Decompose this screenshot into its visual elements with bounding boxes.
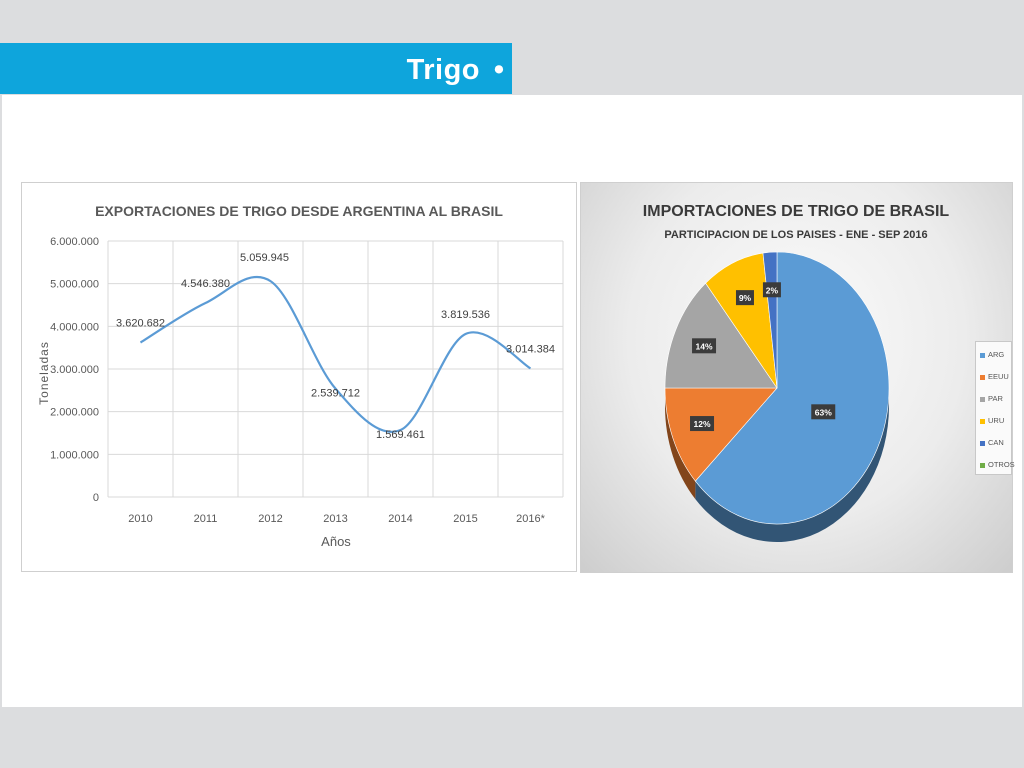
line-chart-ylabel: Toneladas bbox=[37, 341, 51, 405]
x-tick-label: 2011 bbox=[194, 513, 218, 525]
line-data-label: 3.819.536 bbox=[441, 309, 490, 321]
exports-series-line bbox=[139, 275, 532, 433]
line-chart-title: EXPORTACIONES DE TRIGO DESDE ARGENTINA A… bbox=[95, 203, 503, 219]
pie-data-label: 63% bbox=[815, 407, 832, 417]
pie-slice-arg bbox=[694, 251, 890, 525]
x-tick-label: 2010 bbox=[128, 513, 152, 525]
legend-swatch bbox=[980, 374, 985, 380]
pie-chart-data-labels: 63% 12% 14% 9% 2% bbox=[690, 282, 836, 432]
pie-data-label: 2% bbox=[766, 285, 779, 295]
x-tick-label: 2013 bbox=[323, 513, 347, 525]
title-bullet: • bbox=[493, 54, 504, 86]
pie-chart-legend: ARG EEUU PAR URU CAN OTROS bbox=[975, 341, 1015, 475]
y-tick-label: 3.000.000 bbox=[50, 364, 99, 376]
x-tick-label: 2015 bbox=[453, 513, 477, 525]
pie-data-label: 14% bbox=[696, 341, 713, 351]
legend-swatch bbox=[980, 440, 985, 446]
line-data-label: 2.539.712 bbox=[311, 388, 360, 400]
line-chart-y-ticks: 0 1.000.000 2.000.000 3.000.000 4.000.000 5.0… bbox=[50, 236, 99, 504]
line-chart-data-labels: 3.620.682 4.546.380 5.059.945 2.539.712 1.56… bbox=[116, 252, 555, 441]
exports-line-chart-panel: EXPORTACIONES DE TRIGO DESDE ARGENTINA A… bbox=[21, 182, 577, 572]
pie-slice-side-arg bbox=[695, 388, 889, 543]
y-tick-label: 2.000.000 bbox=[50, 407, 99, 419]
pie-data-label-box bbox=[762, 282, 781, 298]
pie-chart-depth bbox=[665, 388, 889, 543]
x-tick-label: 2014 bbox=[388, 513, 412, 525]
legend-item-par: PAR bbox=[980, 394, 1003, 404]
legend-swatch bbox=[980, 352, 985, 358]
line-data-label: 3.014.384 bbox=[506, 343, 555, 355]
y-tick-label: 0 bbox=[93, 492, 99, 504]
slide-title: Trigo bbox=[406, 54, 480, 86]
legend-item-arg: ARG bbox=[980, 350, 1004, 360]
pie-data-label-box bbox=[692, 338, 717, 354]
line-chart-x-ticks: 2010 2011 2012 2013 2014 2015 2016* bbox=[128, 513, 545, 525]
pie-slice-par bbox=[664, 282, 778, 389]
y-tick-label: 1.000.000 bbox=[50, 449, 99, 461]
line-data-label: 5.059.945 bbox=[240, 252, 289, 264]
line-chart-xlabel: Años bbox=[321, 534, 351, 549]
imports-pie-chart: IMPORTACIONES DE TRIGO DE BRASIL PARTICI… bbox=[643, 203, 950, 543]
legend-label: CAN bbox=[988, 438, 1004, 447]
legend-item-eeuu: EEUU bbox=[980, 372, 1009, 382]
legend-item-uru: URU bbox=[980, 416, 1004, 426]
legend-label: PAR bbox=[988, 394, 1003, 403]
legend-label: URU bbox=[988, 416, 1005, 425]
y-tick-label: 4.000.000 bbox=[50, 321, 99, 333]
line-data-label: 1.569.461 bbox=[376, 429, 425, 441]
legend-item-can: CAN bbox=[980, 438, 1004, 448]
line-chart-grid bbox=[107, 240, 564, 498]
pie-data-label-box bbox=[690, 416, 715, 432]
legend-swatch bbox=[980, 462, 985, 468]
pie-data-label-box bbox=[811, 404, 836, 420]
pie-chart-title: IMPORTACIONES DE TRIGO DE BRASIL bbox=[643, 203, 950, 220]
legend-label: EEUU bbox=[988, 372, 1009, 381]
pie-slice-eeuu bbox=[664, 387, 778, 482]
line-data-label: 3.620.682 bbox=[116, 318, 165, 330]
legend-label: OTROS bbox=[988, 460, 1015, 469]
exports-line-chart: EXPORTACIONES DE TRIGO DESDE ARGENTINA A… bbox=[37, 203, 564, 549]
legend-label: ARG bbox=[988, 350, 1005, 359]
y-tick-label: 5.000.000 bbox=[50, 279, 99, 291]
legend-item-otros: OTROS bbox=[980, 460, 1015, 470]
pie-chart-subtitle: PARTICIPACION DE LOS PAISES - ENE - SEP … bbox=[664, 229, 927, 241]
line-data-label: 4.546.380 bbox=[181, 278, 230, 290]
title-bar: Trigo • bbox=[0, 43, 512, 94]
legend-swatch bbox=[980, 418, 985, 424]
legend-swatch bbox=[980, 396, 985, 402]
pie-data-label: 9% bbox=[739, 293, 752, 303]
y-tick-label: 6.000.000 bbox=[50, 236, 99, 248]
pie-data-label-box bbox=[735, 290, 754, 306]
pie-slice-side-eeuu bbox=[665, 388, 696, 500]
pie-data-label: 12% bbox=[694, 419, 711, 429]
imports-pie-chart-panel: IMPORTACIONES DE TRIGO DE BRASIL PARTICI… bbox=[580, 182, 1015, 573]
x-tick-label: 2012 bbox=[258, 513, 282, 525]
line-chart-series bbox=[139, 275, 532, 433]
x-tick-label: 2016* bbox=[516, 513, 545, 525]
